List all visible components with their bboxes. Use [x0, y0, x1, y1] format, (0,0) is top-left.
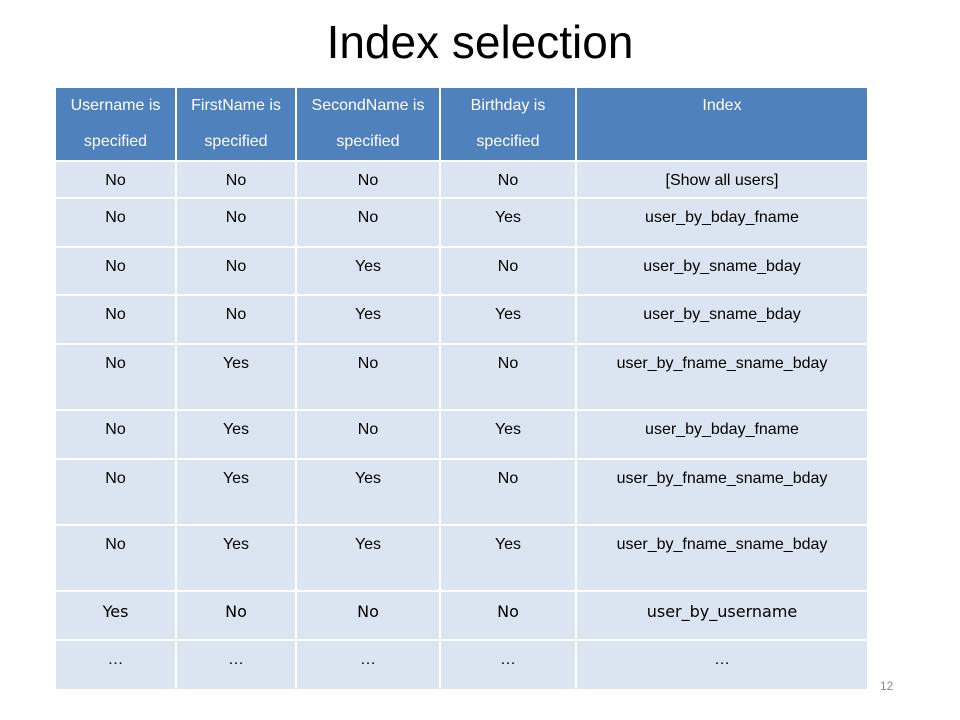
- table-row: No No Yes No user_by_sname_bday: [56, 246, 867, 295]
- cell-birthday: No: [440, 458, 577, 525]
- cell-firstname: No: [176, 197, 297, 247]
- cell-birthday: No: [440, 590, 577, 640]
- header-firstname-specified: FirstName is specified: [176, 88, 297, 161]
- table-row: No Yes No Yes user_by_bday_fname: [56, 409, 867, 459]
- cell-index: user_by_fname_sname_bday: [576, 458, 867, 525]
- cell-username: No: [56, 246, 177, 295]
- cell-firstname: No: [176, 246, 297, 295]
- cell-firstname: No: [176, 590, 297, 640]
- cell-index: user_by_bday_fname: [576, 409, 867, 459]
- cell-firstname: Yes: [176, 343, 297, 410]
- page-number: 12: [880, 679, 894, 693]
- table-row: No Yes No No user_by_fname_sname_bday: [56, 343, 867, 410]
- header-secondname-specified: SecondName is specified: [296, 88, 441, 161]
- cell-secondname: …: [296, 639, 441, 689]
- cell-username: Yes: [56, 590, 177, 640]
- cell-username: No: [56, 197, 177, 247]
- cell-secondname: No: [296, 197, 441, 247]
- cell-secondname: No: [296, 343, 441, 410]
- cell-firstname: Yes: [176, 409, 297, 459]
- table-row: No Yes Yes Yes user_by_fname_sname_bday: [56, 524, 867, 591]
- table-row: No No Yes Yes user_by_sname_bday: [56, 294, 867, 344]
- header-index: Index: [576, 88, 867, 161]
- table-row: Yes No No No user_by_username: [56, 590, 867, 640]
- header-username-specified: Username is specified: [56, 88, 177, 161]
- cell-birthday: Yes: [440, 294, 577, 344]
- cell-secondname: No: [296, 160, 441, 198]
- cell-index: user_by_username: [576, 590, 867, 640]
- cell-secondname: Yes: [296, 246, 441, 295]
- cell-birthday: …: [440, 639, 577, 689]
- cell-index: user_by_sname_bday: [576, 294, 867, 344]
- cell-firstname: No: [176, 294, 297, 344]
- cell-secondname: Yes: [296, 458, 441, 525]
- cell-secondname: Yes: [296, 294, 441, 344]
- table-header-row: Username is specified FirstName is speci…: [56, 88, 867, 161]
- cell-secondname: Yes: [296, 524, 441, 591]
- cell-index: …: [576, 639, 867, 689]
- index-selection-table: Username is specified FirstName is speci…: [56, 88, 867, 689]
- cell-firstname: …: [176, 639, 297, 689]
- cell-firstname: Yes: [176, 524, 297, 591]
- cell-secondname: No: [296, 590, 441, 640]
- cell-index: user_by_sname_bday: [576, 246, 867, 295]
- header-birthday-specified: Birthday is specified: [440, 88, 577, 161]
- table-row: … … … … …: [56, 639, 867, 689]
- cell-index: [Show all users]: [576, 160, 867, 198]
- table-row: No No No No [Show all users]: [56, 160, 867, 198]
- table-row: No Yes Yes No user_by_fname_sname_bday: [56, 458, 867, 525]
- cell-username: No: [56, 294, 177, 344]
- cell-birthday: Yes: [440, 197, 577, 247]
- cell-birthday: Yes: [440, 409, 577, 459]
- page-title: Index selection: [326, 16, 634, 68]
- cell-username: …: [56, 639, 177, 689]
- cell-secondname: No: [296, 409, 441, 459]
- cell-birthday: No: [440, 246, 577, 295]
- cell-index: user_by_fname_sname_bday: [576, 524, 867, 591]
- cell-username: No: [56, 343, 177, 410]
- cell-firstname: No: [176, 160, 297, 198]
- cell-index: user_by_bday_fname: [576, 197, 867, 247]
- cell-index: user_by_fname_sname_bday: [576, 343, 867, 410]
- cell-username: No: [56, 524, 177, 591]
- cell-username: No: [56, 458, 177, 525]
- table-row: No No No Yes user_by_bday_fname: [56, 197, 867, 247]
- cell-username: No: [56, 160, 177, 198]
- cell-username: No: [56, 409, 177, 459]
- cell-birthday: Yes: [440, 524, 577, 591]
- cell-firstname: Yes: [176, 458, 297, 525]
- cell-birthday: No: [440, 343, 577, 410]
- cell-birthday: No: [440, 160, 577, 198]
